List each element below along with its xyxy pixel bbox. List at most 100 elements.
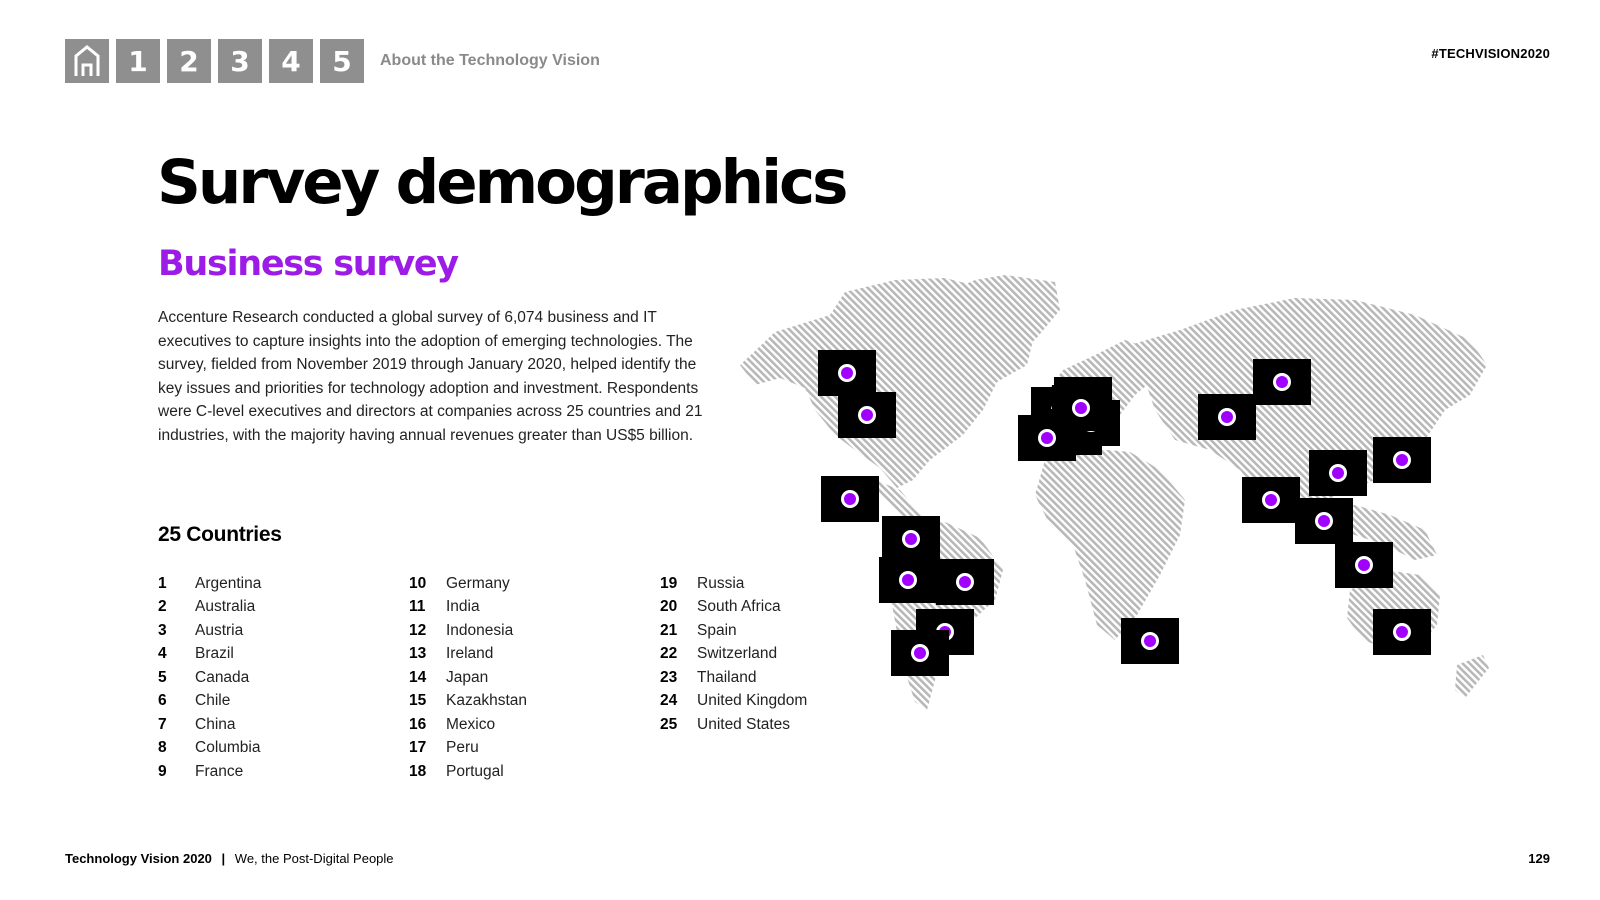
country-marker bbox=[1052, 385, 1110, 431]
country-name: Chile bbox=[195, 692, 231, 710]
country-list-item: 7 China bbox=[158, 713, 261, 737]
marker-dot bbox=[1144, 635, 1156, 647]
country-list-item: 16 Mexico bbox=[409, 713, 527, 737]
country-list-item: 20 South Africa bbox=[660, 596, 807, 620]
country-marker bbox=[1121, 618, 1179, 664]
country-number: 12 bbox=[409, 621, 427, 639]
country-list-item: 15 Kazakhstan bbox=[409, 690, 527, 714]
country-list-item: 10 Germany bbox=[409, 572, 527, 596]
country-markers bbox=[818, 350, 1431, 676]
country-marker bbox=[1295, 498, 1353, 544]
country-list-item: 8 Columbia bbox=[158, 737, 261, 761]
country-name: Brazil bbox=[195, 645, 234, 663]
country-list-item: 17 Peru bbox=[409, 737, 527, 761]
section-subtitle: Business survey bbox=[158, 244, 459, 284]
country-number: 4 bbox=[158, 645, 167, 663]
country-marker bbox=[936, 559, 994, 605]
marker-dot bbox=[902, 574, 914, 586]
country-number: 21 bbox=[660, 621, 678, 639]
country-name: China bbox=[195, 715, 236, 733]
country-list-item: 12 Indonesia bbox=[409, 619, 527, 643]
country-number: 6 bbox=[158, 692, 167, 710]
country-name: Australia bbox=[195, 598, 256, 616]
country-list-item: 2 Australia bbox=[158, 596, 261, 620]
country-number: 22 bbox=[660, 645, 678, 663]
nav-section-4-button[interactable]: 4 bbox=[269, 39, 313, 83]
country-number: 9 bbox=[158, 762, 167, 780]
marker-dot bbox=[959, 576, 971, 588]
country-number: 3 bbox=[158, 621, 167, 639]
marker-dot bbox=[1221, 411, 1233, 423]
nav-section-3-button[interactable]: 3 bbox=[218, 39, 262, 83]
country-marker bbox=[879, 557, 937, 603]
country-name: Ireland bbox=[446, 645, 494, 663]
country-list-item: 18 Portugal bbox=[409, 760, 527, 784]
country-name: Columbia bbox=[195, 739, 261, 757]
country-name: Russia bbox=[697, 574, 745, 592]
country-marker bbox=[1335, 542, 1393, 588]
country-list-item: 22 Switzerland bbox=[660, 643, 807, 667]
country-number: 14 bbox=[409, 668, 427, 686]
country-marker bbox=[838, 392, 896, 438]
country-marker bbox=[891, 630, 949, 676]
hashtag: #TECHVISION2020 bbox=[1431, 46, 1550, 61]
country-number: 7 bbox=[158, 715, 167, 733]
country-number: 20 bbox=[660, 598, 678, 616]
country-marker bbox=[1198, 394, 1256, 440]
country-number: 23 bbox=[660, 668, 678, 686]
marker-dot bbox=[1358, 559, 1370, 571]
country-marker bbox=[1242, 477, 1300, 523]
nav-home-button[interactable] bbox=[65, 39, 109, 83]
country-name: Spain bbox=[697, 621, 737, 639]
country-number: 24 bbox=[660, 692, 678, 710]
country-list-item: 9 France bbox=[158, 760, 261, 784]
country-marker bbox=[1309, 450, 1367, 496]
marker-dot bbox=[841, 367, 853, 379]
country-name: Indonesia bbox=[446, 621, 514, 639]
footer-brand: Technology Vision 2020 bbox=[65, 851, 212, 866]
country-list-item: 11 India bbox=[409, 596, 527, 620]
country-name: Austria bbox=[195, 621, 244, 639]
country-name: South Africa bbox=[697, 598, 781, 616]
country-number: 5 bbox=[158, 668, 167, 686]
nav-section-2-button[interactable]: 2 bbox=[167, 39, 211, 83]
page-number: 129 bbox=[1528, 851, 1550, 866]
marker-dot bbox=[861, 409, 873, 421]
country-name: Germany bbox=[446, 574, 510, 592]
country-number: 2 bbox=[158, 598, 167, 616]
country-name: Argentina bbox=[195, 574, 262, 592]
country-number: 16 bbox=[409, 715, 427, 733]
country-list-item: 4 Brazil bbox=[158, 643, 261, 667]
country-number: 1 bbox=[158, 574, 167, 592]
marker-dot bbox=[1265, 494, 1277, 506]
marker-dot bbox=[1276, 376, 1288, 388]
marker-dot bbox=[1075, 402, 1087, 414]
country-list-item: 3 Austria bbox=[158, 619, 261, 643]
country-name: Portugal bbox=[446, 762, 504, 780]
country-name: Canada bbox=[195, 668, 250, 686]
country-name: India bbox=[446, 598, 480, 616]
country-list-item: 1 Argentina bbox=[158, 572, 261, 596]
nav-section-label[interactable]: About the Technology Vision bbox=[380, 52, 600, 69]
marker-dot bbox=[1396, 454, 1408, 466]
country-name: Japan bbox=[446, 668, 489, 686]
country-list-item: 14 Japan bbox=[409, 666, 527, 690]
home-icon bbox=[74, 45, 100, 76]
nav-section-1-button[interactable]: 1 bbox=[116, 39, 160, 83]
country-number: 25 bbox=[660, 715, 678, 733]
country-list-item: 6 Chile bbox=[158, 690, 261, 714]
country-number: 8 bbox=[158, 739, 167, 757]
country-number: 11 bbox=[409, 598, 426, 616]
country-marker bbox=[1373, 437, 1431, 483]
country-list-item: 5 Canada bbox=[158, 666, 261, 690]
country-number: 15 bbox=[409, 692, 427, 710]
country-number: 18 bbox=[409, 762, 427, 780]
country-list-column-2: 10 Germany 11 India 12 Indonesia 13 Ireland 14 Ja… bbox=[409, 572, 527, 784]
country-name: United States bbox=[697, 715, 791, 733]
nav-section-5-button[interactable]: 5 bbox=[320, 39, 364, 83]
country-name: United Kingdom bbox=[697, 692, 808, 710]
country-number: 19 bbox=[660, 574, 678, 592]
country-number: 13 bbox=[409, 645, 427, 663]
country-name: Switzerland bbox=[697, 645, 778, 663]
marker-dot bbox=[844, 493, 856, 505]
